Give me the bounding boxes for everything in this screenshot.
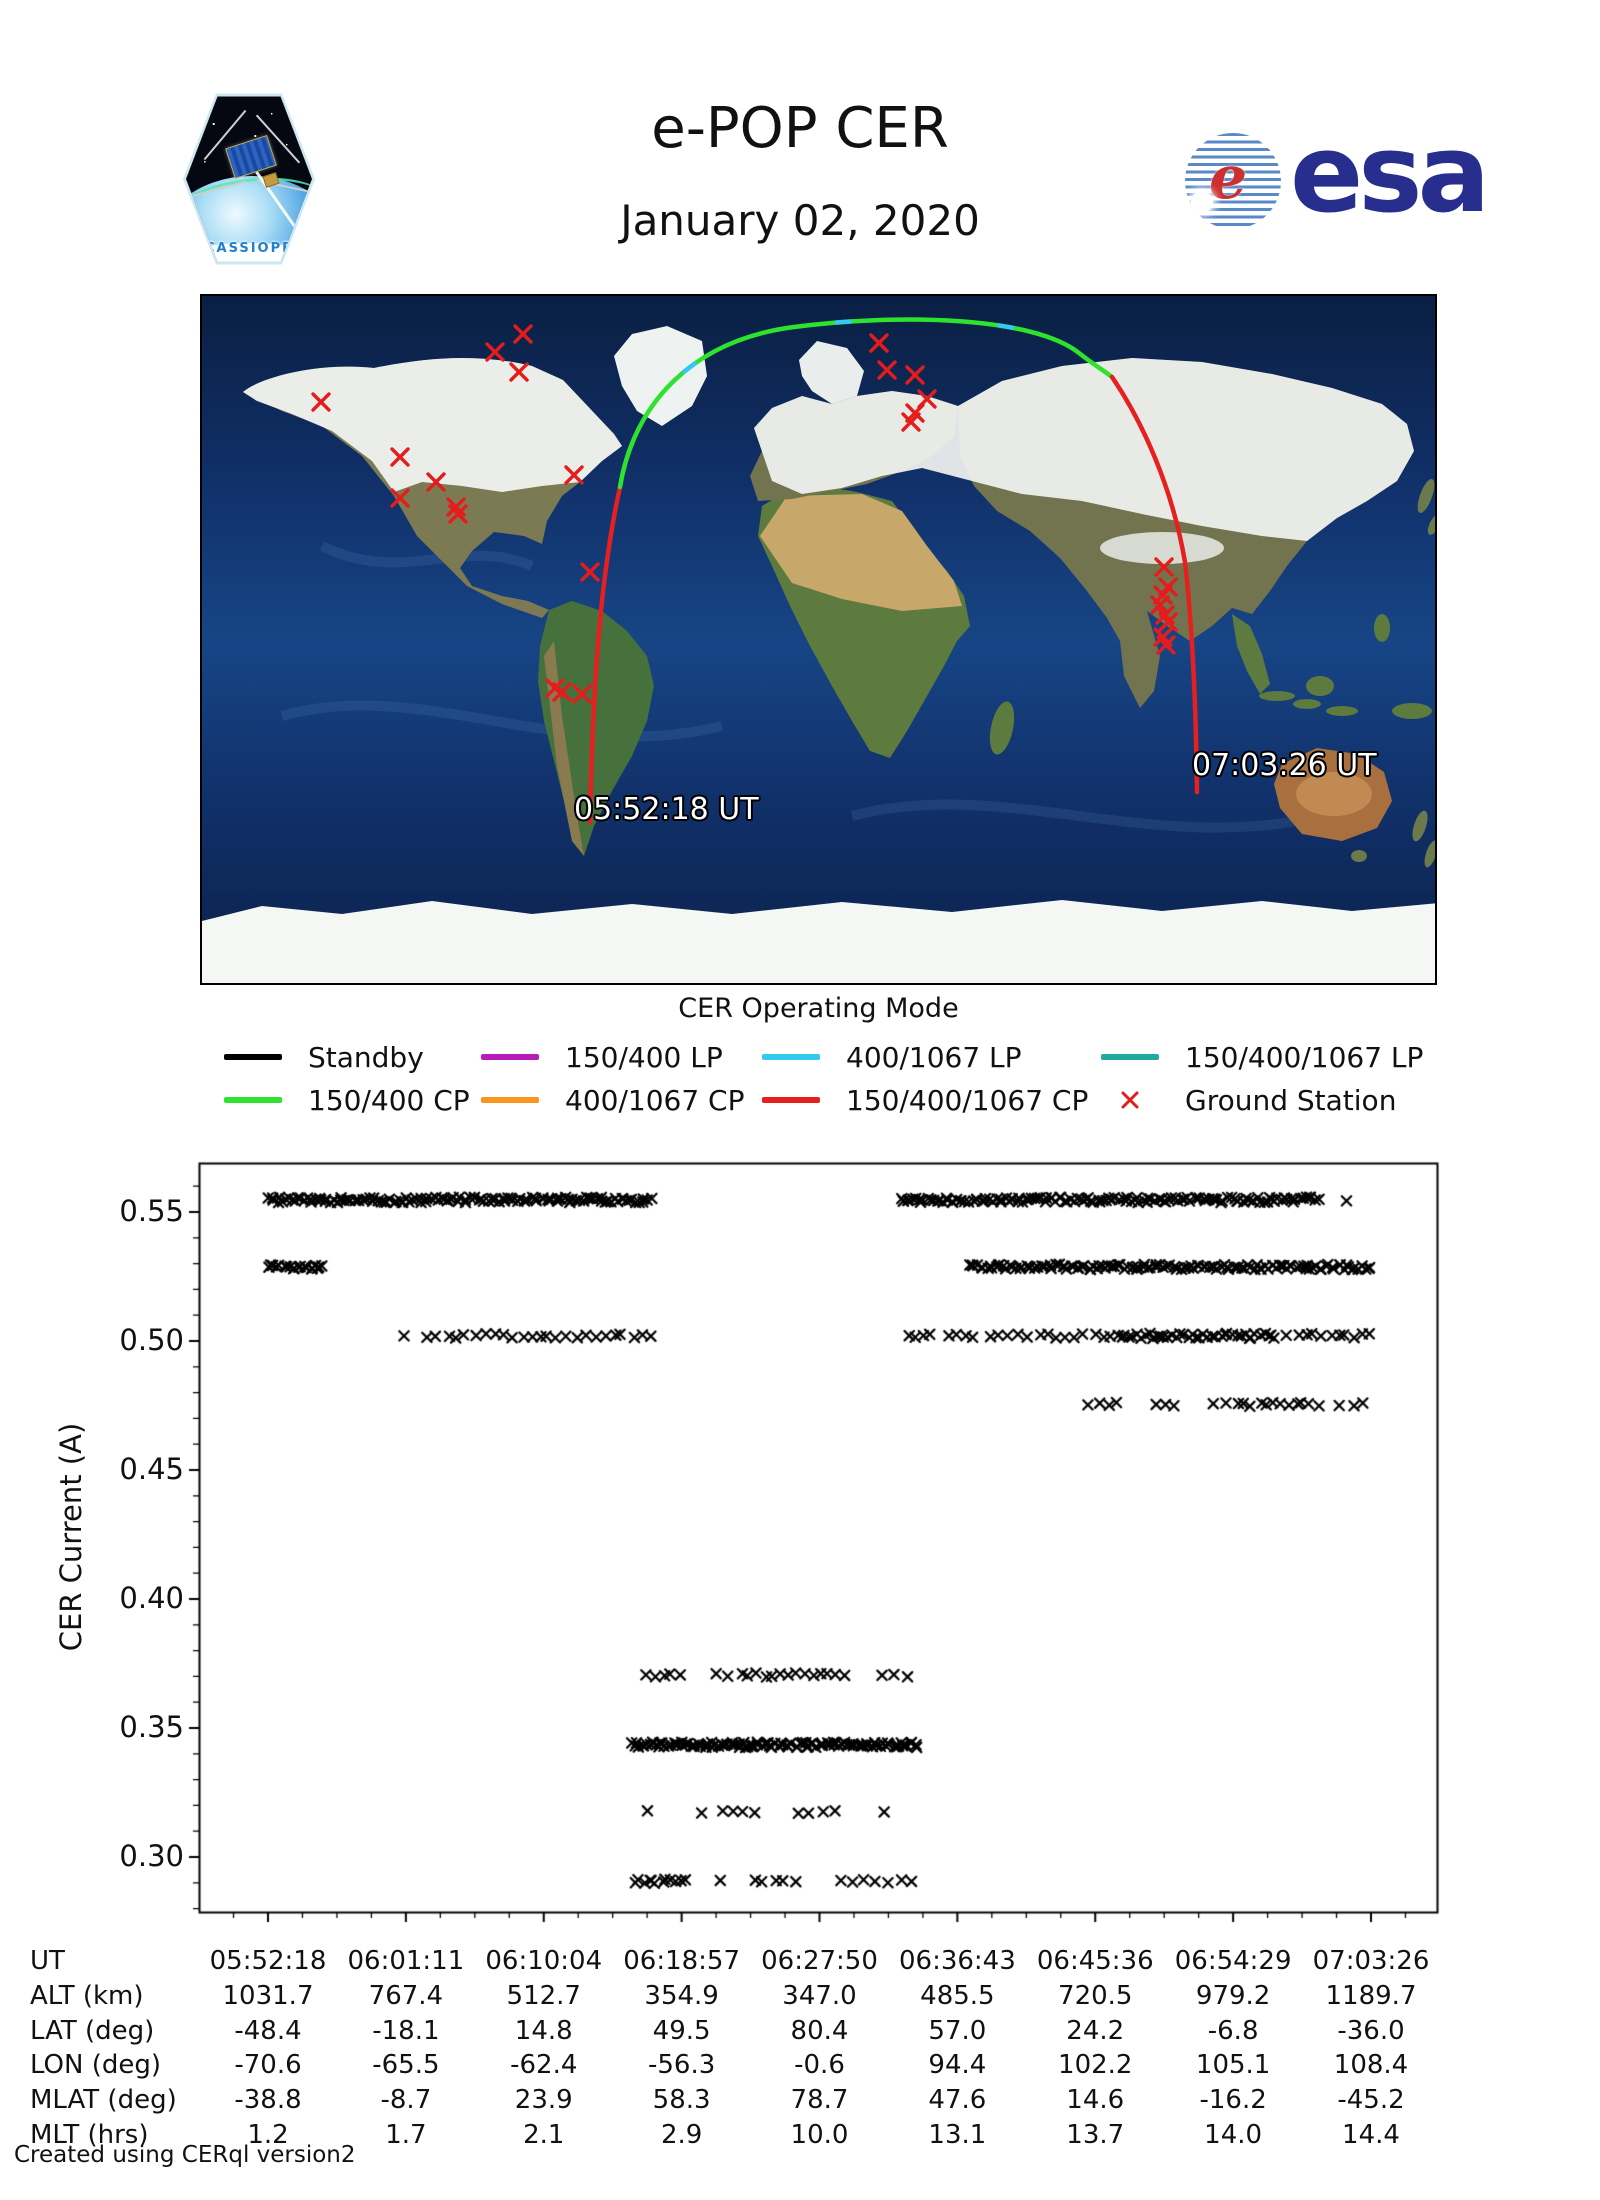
y-tick-label: 0.40 (119, 1581, 184, 1615)
table-cell: 07:03:26 (1312, 1946, 1430, 1976)
table-cell: -70.6 (234, 2050, 302, 2081)
table-cell: 1031.7 (222, 1980, 314, 2011)
table-cell: 57.0 (928, 2015, 987, 2046)
table-cell: 24.2 (1066, 2015, 1125, 2046)
table-row-label: LAT (deg) (30, 2015, 155, 2046)
table-cell: 512.7 (506, 1980, 581, 2011)
table-cell: 1.7 (385, 2120, 427, 2150)
table-cell: 06:01:11 (347, 1946, 465, 1976)
table-row: LAT (deg) -48.4 -18.1 14.8 49.5 80.4 57.0 24.2 -… (0, 2016, 1600, 2051)
table-cell: -8.7 (380, 2085, 432, 2116)
table-cell: 1.2 (247, 2120, 289, 2150)
table-cell: -62.4 (510, 2050, 578, 2081)
table-cell: 94.4 (928, 2050, 987, 2081)
table-row: LON (deg) -70.6 -65.5 -62.4 -56.3 -0.6 94.4 102… (0, 2050, 1600, 2085)
y-tick-label: 0.30 (119, 1839, 184, 1873)
table-cell: 108.4 (1333, 2050, 1409, 2081)
table-cell: -6.8 (1207, 2015, 1259, 2046)
y-tick-label: 0.45 (119, 1452, 184, 1486)
table-cell: 47.6 (928, 2085, 987, 2116)
table-cell: 13.7 (1066, 2120, 1125, 2150)
y-axis-label: CER Current (A) (54, 1422, 88, 1652)
table-cell: 23.9 (514, 2085, 573, 2116)
table-cell: -45.2 (1337, 2085, 1405, 2116)
footer-credit: Created using CERql version2 (14, 2142, 356, 2168)
table-cell: 06:54:29 (1174, 1946, 1292, 1976)
table-row-label: UT (30, 1946, 65, 1976)
table-cell: 80.4 (790, 2015, 849, 2046)
table-row-label: MLT (hrs) (30, 2120, 149, 2150)
table-cell: 49.5 (652, 2015, 711, 2046)
y-tick-label: 0.50 (119, 1323, 184, 1357)
table-row-label: MLAT (deg) (30, 2085, 177, 2116)
table-cell: 10.0 (790, 2120, 849, 2150)
table-row: MLAT (deg) -38.8 -8.7 23.9 58.3 78.7 47.6 14.6 -… (0, 2085, 1600, 2120)
table-cell: 06:45:36 (1036, 1946, 1154, 1976)
table-cell: 767.4 (368, 1980, 444, 2011)
table-cell: -36.0 (1337, 2015, 1405, 2046)
table-cell: 14.8 (514, 2015, 573, 2046)
table-cell: -0.6 (794, 2050, 845, 2081)
table-cell: 14.4 (1342, 2120, 1400, 2150)
table-cell: 485.5 (920, 1980, 995, 2011)
table-cell: 1189.7 (1325, 1980, 1417, 2011)
table-row-label: LON (deg) (30, 2050, 162, 2081)
table-cell: 58.3 (652, 2085, 711, 2116)
table-row-label: ALT (km) (30, 1980, 144, 2011)
table-cell: 354.9 (644, 1980, 719, 2011)
table-row: MLT (hrs) 1.2 1.7 2.1 2.9 10.0 13.1 13.7 14.0 14.… (0, 2120, 1600, 2155)
table-cell: 720.5 (1058, 1980, 1133, 2011)
table-cell: -38.8 (234, 2085, 302, 2116)
table-cell: 14.6 (1066, 2085, 1125, 2116)
table-cell: 347.0 (782, 1980, 857, 2011)
table-cell: 06:10:04 (485, 1946, 603, 1976)
table-cell: -18.1 (372, 2015, 440, 2046)
table-cell: 105.1 (1195, 2050, 1271, 2081)
table-cell: 2.1 (523, 2120, 565, 2150)
table-cell: 979.2 (1195, 1980, 1271, 2011)
table-row: UT 05:52:18 06:01:11 06:10:04 06:18:57 06:27:… (0, 1946, 1600, 1981)
table-cell: 13.1 (928, 2120, 987, 2150)
table-cell: -65.5 (372, 2050, 440, 2081)
y-tick-label: 0.35 (119, 1710, 184, 1744)
table-cell: -56.3 (647, 2050, 716, 2081)
table-row: ALT (km) 1031.7 767.4 512.7 354.9 347.0 485.5 7… (0, 1981, 1600, 2016)
table-cell: -48.4 (234, 2015, 302, 2046)
table-cell: 78.7 (790, 2085, 849, 2116)
y-tick-label: 0.55 (119, 1194, 184, 1228)
table-cell: 2.9 (660, 2120, 703, 2150)
table-cell: -16.2 (1199, 2085, 1267, 2116)
table-cell: 06:27:50 (761, 1946, 878, 1976)
table-cell: 06:36:43 (898, 1946, 1016, 1976)
table-cell: 102.2 (1058, 2050, 1133, 2081)
table-cell: 06:18:57 (623, 1946, 741, 1976)
table-cell: 05:52:18 (209, 1946, 327, 1976)
table-cell: 14.0 (1204, 2120, 1263, 2150)
